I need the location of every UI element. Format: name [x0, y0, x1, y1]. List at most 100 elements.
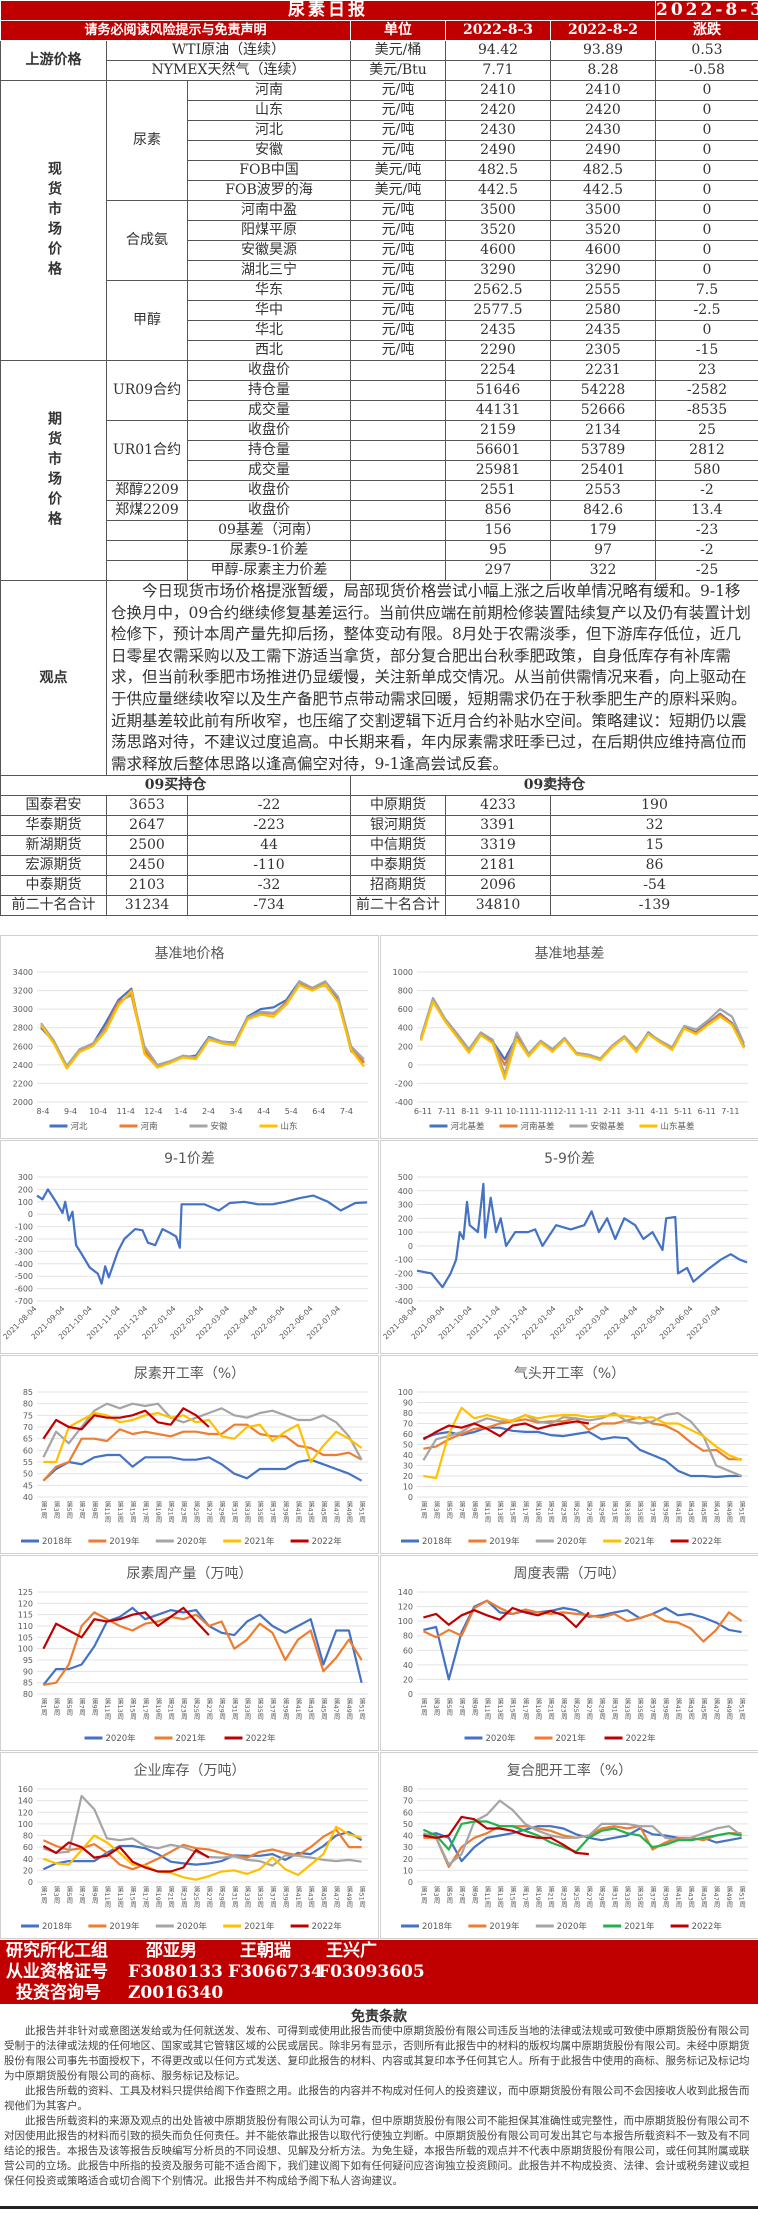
- x-tick-label: 第25周: [572, 1885, 580, 1909]
- x-tick-label: 第47周: [712, 1500, 720, 1524]
- disclaimer-paragraph: 此报告并非针对或意图送发给或为任何就送发、发布、可得到或使用此报告而使中原期货股…: [4, 2025, 750, 2082]
- x-tick-label: 第25周: [572, 1697, 580, 1721]
- series-line-2022年: [42, 1407, 210, 1440]
- x-tick-label: 第29周: [218, 1500, 226, 1524]
- series-line-2022年: [423, 1606, 590, 1629]
- group-label: 甲醇: [106, 280, 188, 361]
- value-prev: 2410: [550, 80, 656, 101]
- chart-spread-9-1: 9-1价差 -700 -600 -500 -400 -300 -200 -100 0 100 200…: [0, 1140, 379, 1354]
- sell-position: 3319: [445, 835, 551, 857]
- value-prev: 2580: [550, 300, 656, 321]
- value-change: -25: [655, 560, 758, 581]
- x-tick-label: 第25周: [572, 1500, 580, 1524]
- group-label: 合成氨: [106, 200, 188, 281]
- x-tick-label: 第49周: [345, 1697, 353, 1721]
- value-change: 0: [655, 160, 758, 181]
- y-tick-label: 0: [28, 1878, 33, 1887]
- sell-change: 190: [550, 795, 758, 817]
- x-tick-label: 第3周: [52, 1885, 60, 1905]
- item-name: 尿素9-1价差: [187, 540, 351, 561]
- table-row: 现货市场价格 尿素 河南 元/吨 2410 2410 0: [0, 80, 758, 361]
- unit-cell: 元/吨: [350, 280, 446, 301]
- sell-position: 4233: [445, 795, 551, 817]
- value-today: 2577.5: [445, 300, 551, 321]
- buy-change: -22: [187, 795, 351, 817]
- table-row: 甲醇 华东 元/吨 2562.5 2555 7.5: [1, 280, 758, 361]
- x-tick-label: 第43周: [307, 1697, 315, 1721]
- y-tick-label: 60: [403, 1430, 413, 1439]
- x-tick-label: 第15周: [508, 1697, 516, 1721]
- y-tick-label: 100: [398, 1388, 413, 1397]
- chart-weekly-apparent-demand: 周度表需（万吨） 0 20 40 60 80 100 120 140 第1周 第3周 第5周 第7周 第9…: [380, 1555, 758, 1751]
- buy-position: 31234: [106, 895, 188, 917]
- x-tick-label: 第5周: [445, 1500, 453, 1520]
- series-line-2022年: [42, 1841, 210, 1873]
- series-line-2019年: [42, 1828, 362, 1871]
- unit-cell: 元/吨: [350, 200, 446, 221]
- value-change: 2812: [655, 440, 758, 461]
- value-prev: 2231: [550, 360, 656, 381]
- x-tick-label: 第31周: [230, 1697, 238, 1721]
- unit-cell: [350, 540, 446, 561]
- value-prev: 2490: [550, 140, 656, 161]
- y-tick-label: -400: [395, 1098, 413, 1107]
- y-tick-label: 110: [18, 1622, 33, 1631]
- legend-label: 安徽: [211, 1121, 229, 1132]
- x-tick-label: 第49周: [345, 1500, 353, 1524]
- unit-cell: [350, 480, 446, 501]
- x-tick-label: 第47周: [712, 1885, 720, 1909]
- value-today: 3290: [445, 260, 551, 281]
- x-tick-label: 第1周: [419, 1885, 427, 1905]
- y-tick-label: 140: [398, 1588, 413, 1597]
- report-date: 2022-8-3: [655, 0, 758, 21]
- x-tick-label: 1-4: [174, 1107, 187, 1116]
- x-tick-label: 第45周: [319, 1885, 327, 1909]
- y-tick-label: 85: [23, 1388, 33, 1397]
- x-tick-label: 第27周: [585, 1697, 593, 1721]
- unit-cell: [350, 400, 446, 421]
- y-tick-label: 20: [23, 1866, 33, 1875]
- value-today: 3520: [445, 220, 551, 241]
- value-change: 0: [655, 180, 758, 201]
- group-label: [106, 540, 188, 561]
- legend-label: 2020年: [557, 1921, 588, 1932]
- x-tick-label: 第21周: [167, 1500, 175, 1524]
- x-tick-label: 11-4: [117, 1107, 135, 1116]
- x-tick-label: 第27周: [585, 1885, 593, 1909]
- unit-cell: 元/吨: [350, 120, 446, 141]
- series-line-2019年: [42, 1423, 363, 1482]
- series-line-2020年: [422, 1411, 743, 1478]
- series-line-main: [36, 1188, 368, 1285]
- legend-label: 2019年: [489, 1921, 520, 1932]
- table-row: 上游价格 WTI原油（连续） 美元/桶 94.42 93.89 0.53: [0, 40, 758, 81]
- consult-number: Z0016340: [128, 1983, 224, 2003]
- x-tick-label: 第29周: [218, 1885, 226, 1909]
- research-team-banner: 研究所化工组 邵亚男 王朝瑞 王兴广 从业资格证号 F3080133 F3066…: [0, 1940, 758, 2004]
- value-change: 0: [655, 100, 758, 121]
- value-today: 2490: [445, 140, 551, 161]
- x-tick-label: 2-4: [202, 1107, 215, 1116]
- x-tick-label: 第13周: [116, 1697, 124, 1721]
- x-tick-label: 第29周: [598, 1697, 606, 1721]
- cert-number: F3066734: [228, 1962, 323, 1982]
- y-tick-label: -700: [15, 1297, 33, 1306]
- legend-label: 2019年: [489, 1536, 520, 1547]
- x-tick-label: 第39周: [281, 1500, 289, 1524]
- x-tick-label: 第29周: [218, 1697, 226, 1721]
- y-tick-label: 3000: [13, 1005, 33, 1014]
- x-tick-label: 第5周: [65, 1697, 73, 1717]
- legend-label: 2022年: [312, 1921, 343, 1932]
- table-row: NYMEX天然气（连续） 美元/Btu 7.71 8.28 -0.58: [1, 60, 758, 81]
- section-label-opinion: 观点: [0, 579, 107, 777]
- x-tick-label: 第31周: [610, 1697, 618, 1721]
- y-tick-label: 80: [403, 1409, 413, 1418]
- value-today: 2254: [445, 360, 551, 381]
- series-line-2018年: [423, 1426, 742, 1479]
- unit-cell: 美元/桶: [350, 40, 446, 61]
- value-prev: 3500: [550, 200, 656, 221]
- value-today: 95: [445, 540, 551, 561]
- value-today: 25981: [445, 460, 551, 481]
- chart-title: 尿素周产量（万吨）: [127, 1566, 253, 1582]
- value-change: 0: [655, 140, 758, 161]
